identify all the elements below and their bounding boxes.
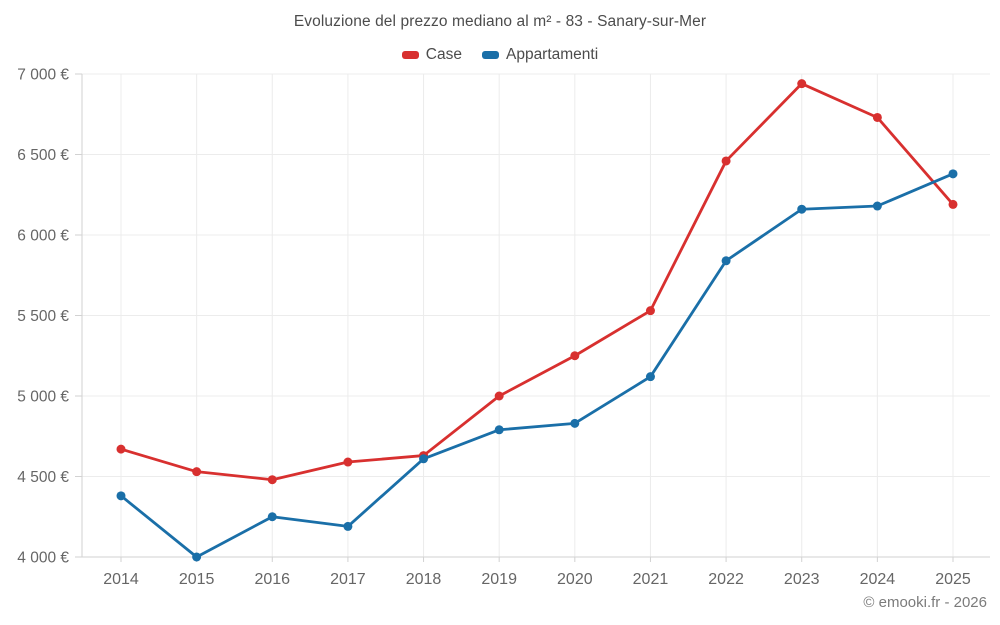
point-appartamenti-2018[interactable] <box>419 454 429 464</box>
x-tick-label: 2015 <box>179 571 215 588</box>
y-tick-label: 5 000 € <box>17 389 69 406</box>
point-appartamenti-2020[interactable] <box>570 418 580 428</box>
y-tick-label: 4 500 € <box>17 469 69 486</box>
y-tick-label: 5 500 € <box>17 308 69 325</box>
series-case <box>116 79 958 485</box>
legend-item-appartamenti[interactable]: Appartamenti <box>481 46 599 64</box>
x-tick-label: 2017 <box>330 571 366 588</box>
x-tick-label: 2025 <box>935 571 971 588</box>
point-appartamenti-2021[interactable] <box>645 372 655 382</box>
appartamenti-swatch-icon <box>481 51 499 59</box>
x-tick-label: 2018 <box>406 571 442 588</box>
case-swatch-icon <box>401 51 419 59</box>
point-case-2019[interactable] <box>494 391 504 401</box>
point-case-2017[interactable] <box>343 457 353 467</box>
point-case-2014[interactable] <box>116 444 126 454</box>
legend-label-appartamenti: Appartamenti <box>505 46 599 63</box>
chart-legend: Case Appartamenti <box>0 45 1000 65</box>
y-tick-label: 4 000 € <box>17 550 69 567</box>
x-tick-label: 2019 <box>481 571 517 588</box>
y-tick-label: 6 500 € <box>17 147 69 164</box>
x-tick-label: 2024 <box>860 571 896 588</box>
point-appartamenti-2024[interactable] <box>872 201 882 211</box>
point-appartamenti-2022[interactable] <box>721 256 731 266</box>
point-case-2020[interactable] <box>570 351 580 361</box>
y-tick-label: 6 000 € <box>17 228 69 245</box>
x-tick-label: 2023 <box>784 571 820 588</box>
point-appartamenti-2023[interactable] <box>797 204 807 214</box>
series-line-appartamenti <box>119 172 955 559</box>
point-appartamenti-2019[interactable] <box>494 425 504 435</box>
point-appartamenti-2015[interactable] <box>192 552 202 562</box>
point-appartamenti-2025[interactable] <box>948 169 958 179</box>
legend-label-case: Case <box>425 46 462 63</box>
point-case-2021[interactable] <box>645 306 655 316</box>
point-case-2015[interactable] <box>192 467 202 477</box>
point-case-2023[interactable] <box>797 79 807 89</box>
x-tick-label: 2016 <box>254 571 290 588</box>
point-appartamenti-2014[interactable] <box>116 491 126 501</box>
x-tick-label: 2014 <box>103 571 139 588</box>
chart-title: Evoluzione del prezzo mediano al m² - 83… <box>293 13 707 30</box>
x-tick-label: 2022 <box>708 571 744 588</box>
y-tick-label: 7 000 € <box>17 67 69 84</box>
series-appartamenti <box>116 169 958 562</box>
point-appartamenti-2017[interactable] <box>343 521 353 531</box>
legend-item-case[interactable]: Case <box>401 46 462 64</box>
point-case-2024[interactable] <box>872 112 882 122</box>
series-line-case <box>119 82 955 482</box>
point-case-2025[interactable] <box>948 199 958 209</box>
x-tick-label: 2020 <box>557 571 593 588</box>
point-case-2022[interactable] <box>721 156 731 166</box>
x-tick-label: 2021 <box>633 571 669 588</box>
point-case-2016[interactable] <box>267 475 277 485</box>
credit-text: © emooki.fr - 2026 <box>863 594 987 611</box>
point-appartamenti-2016[interactable] <box>267 512 277 522</box>
